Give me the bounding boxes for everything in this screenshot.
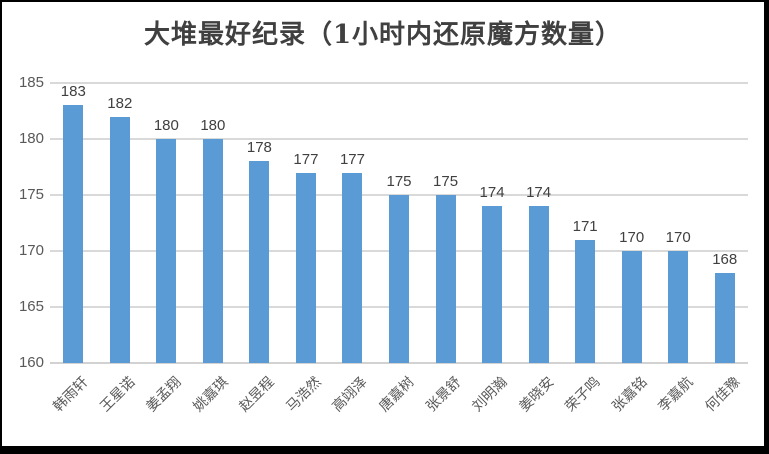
x-category-label: 荣子鸣: [562, 374, 604, 416]
bar[interactable]: [435, 195, 456, 363]
bar-value-label: 180: [200, 117, 226, 134]
bar-value-label: 175: [433, 173, 459, 190]
bar[interactable]: [63, 105, 84, 363]
bar-value-label: 171: [572, 217, 598, 235]
x-category-label: 唐嘉树: [376, 374, 418, 416]
bar[interactable]: [575, 239, 596, 363]
x-category-label: 张景舒: [422, 374, 464, 416]
bar-value-label: 177: [293, 150, 319, 168]
bar-value-label: 178: [246, 139, 272, 157]
y-tick-label: 165: [18, 298, 44, 315]
bar-value-label: 182: [107, 94, 133, 112]
bar[interactable]: [668, 251, 689, 363]
bar[interactable]: [249, 161, 270, 363]
bar-value-label: 183: [60, 83, 86, 101]
bar[interactable]: [109, 116, 130, 363]
x-category-label: 张嘉铭: [609, 374, 651, 416]
bar[interactable]: [342, 172, 363, 363]
bar[interactable]: [389, 195, 409, 363]
bar[interactable]: [482, 206, 503, 363]
bar[interactable]: [621, 251, 642, 363]
bar-value-label: 170: [619, 229, 645, 246]
y-tick-label: 175: [18, 186, 44, 203]
bar-chart: 大堆最好纪录（1小时内还原魔方数量） 160 165 170 175 180 185 18…: [2, 2, 764, 446]
x-category-label: 姚嘉琪: [190, 374, 232, 416]
plot-area: 183 韩雨轩 182 王星诺 180 姜孟翔 180 姚嘉琪 178 赵昱程 177 马浩然 177 高…: [50, 82, 748, 415]
x-category-label: 刘明瀚: [469, 374, 511, 416]
x-category-label: 王星诺: [97, 374, 139, 416]
x-category-label: 高翊泽: [329, 374, 371, 416]
bar-value-label: 174: [526, 184, 552, 202]
bar[interactable]: [156, 139, 177, 363]
x-category-label: 姜孟翔: [143, 374, 185, 416]
x-category-label: 姜晓安: [516, 374, 558, 416]
bar[interactable]: [714, 273, 735, 363]
gridline: [50, 82, 748, 84]
bar-value-label: 174: [479, 184, 505, 202]
bar-value-label: 168: [712, 251, 738, 269]
y-axis: 160 165 170 175 180 185: [2, 74, 44, 371]
bar-value-label: 180: [153, 117, 179, 134]
x-category-label: 马浩然: [283, 374, 325, 416]
bar[interactable]: [528, 206, 549, 363]
bar[interactable]: [202, 139, 223, 363]
x-category-label: 赵昱程: [236, 374, 278, 416]
y-tick-label: 160: [18, 354, 44, 371]
chart-title: 大堆最好纪录（1小时内还原魔方数量）: [143, 20, 623, 50]
bar-value-label: 170: [665, 229, 691, 246]
x-category-label: 李嘉航: [655, 374, 697, 416]
y-tick-label: 180: [18, 130, 44, 147]
bar-value-label: 175: [386, 173, 412, 190]
y-tick-label: 185: [18, 74, 44, 91]
y-tick-label: 170: [18, 242, 44, 259]
x-axis-line: [50, 362, 748, 364]
bar-value-label: 177: [339, 150, 365, 168]
bar[interactable]: [295, 172, 316, 363]
x-category-label: 韩雨轩: [50, 374, 92, 416]
x-category-label: 何佳豫: [702, 374, 744, 416]
gridline: [50, 138, 748, 140]
